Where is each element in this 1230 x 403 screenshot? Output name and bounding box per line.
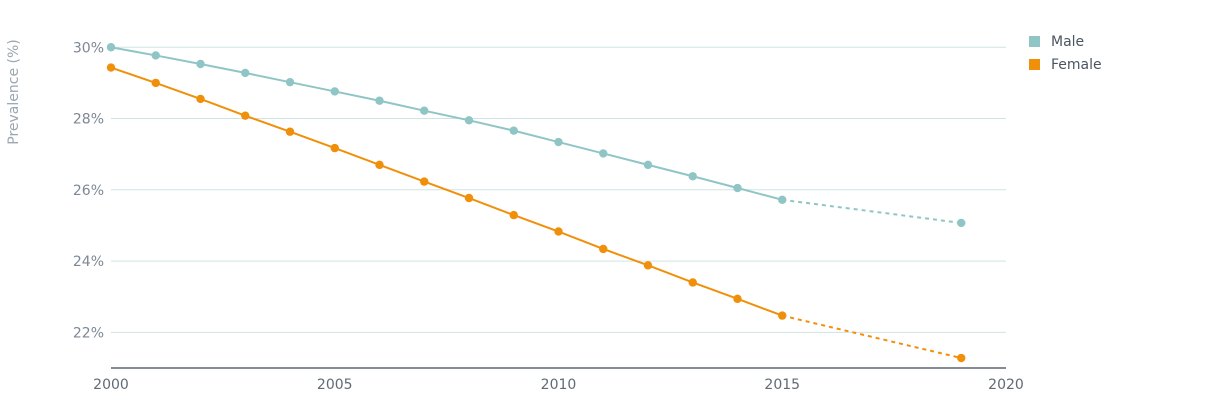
data-point-male (285, 77, 295, 87)
data-point-female (509, 210, 518, 220)
data-point-female (196, 94, 205, 104)
data-point-male (196, 59, 205, 69)
x-tick-label: 2015 (764, 377, 800, 393)
data-point-male (106, 43, 116, 52)
y-tick-label: 28% (73, 112, 104, 128)
series-female (106, 63, 966, 363)
data-point-female (643, 261, 653, 270)
x-tick-label: 2020 (988, 377, 1024, 393)
series-line-female (110, 66, 783, 317)
data-point-male (554, 137, 563, 147)
projection-line-female (782, 314, 962, 359)
data-point-male (330, 87, 339, 96)
data-point-female (151, 78, 160, 88)
legend-item-female[interactable]: Female (1029, 57, 1102, 73)
data-point-female (733, 294, 742, 304)
data-point-female (464, 193, 474, 203)
data-point-male (151, 51, 160, 60)
data-point-male (733, 183, 742, 193)
x-tick-label: 2010 (541, 377, 577, 393)
series-male (106, 43, 966, 228)
data-point-male (420, 106, 429, 115)
legend-label-female: Female (1051, 57, 1102, 73)
data-point-female (554, 227, 563, 236)
data-point-female (241, 111, 250, 120)
data-point-male (643, 160, 653, 170)
data-point-male (778, 195, 787, 204)
x-tick-label: 2000 (93, 377, 129, 393)
legend-item-male[interactable]: Male (1029, 34, 1084, 50)
data-point-female (420, 177, 429, 186)
data-point-female (106, 63, 116, 72)
legend-swatch-male (1029, 36, 1040, 47)
projected-point-female (957, 353, 966, 363)
y-tick-label: 24% (73, 254, 104, 270)
data-point-female (778, 311, 787, 320)
series-line-male (110, 46, 783, 201)
y-tick-label: 30% (73, 40, 104, 56)
data-point-female (330, 143, 339, 153)
data-point-male (599, 149, 608, 158)
legend[interactable]: Male Female (1029, 34, 1102, 73)
data-point-male (241, 68, 250, 78)
y-tick-label: 26% (73, 183, 104, 199)
data-point-female (375, 160, 384, 170)
data-point-male (688, 172, 697, 181)
data-point-male (509, 126, 518, 135)
y-axis-label: Prevalence (%) (6, 39, 22, 145)
projection-line-male (782, 198, 962, 224)
data-point-male (375, 96, 384, 105)
data-point-female (688, 278, 697, 287)
series-layer (106, 43, 966, 363)
y-tick-label: 22% (73, 325, 104, 341)
data-point-female (599, 244, 608, 254)
data-point-female (285, 127, 295, 136)
legend-label-male: Male (1051, 34, 1084, 50)
x-tick-label: 2005 (317, 377, 353, 393)
axes: 22% 24% 26% 28% 30% 2000 2005 2010 2015 2020 (73, 40, 1024, 393)
legend-swatch-female (1029, 59, 1040, 70)
projected-point-male (957, 218, 966, 228)
data-point-male (464, 116, 474, 125)
gridlines (111, 46, 1006, 333)
